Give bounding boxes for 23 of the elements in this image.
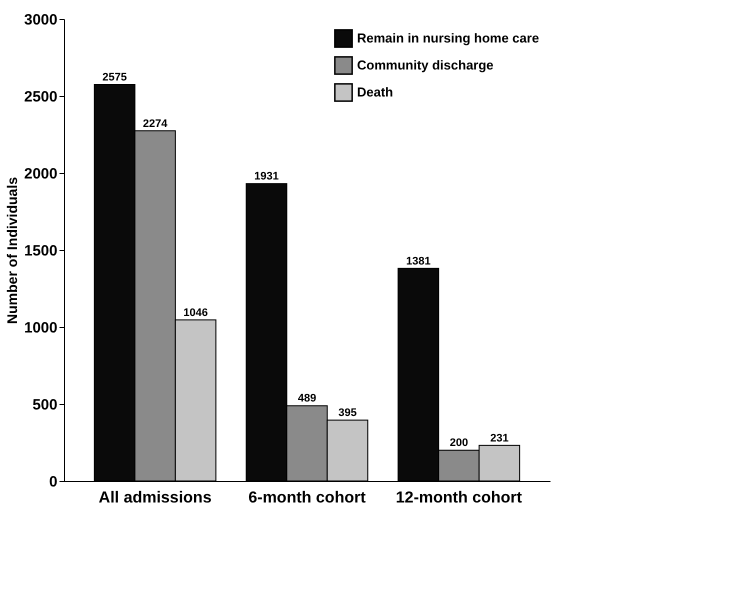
y-tick-label: 0 [49, 474, 58, 490]
data-label: 231 [490, 432, 509, 444]
y-tick-label: 2000 [24, 166, 58, 182]
y-axis-title: Number of Individuals [4, 176, 20, 324]
data-label: 200 [450, 437, 468, 450]
data-label: 1046 [183, 306, 208, 319]
data-label: 395 [338, 407, 357, 420]
data-label: 2575 [102, 71, 127, 84]
data-label: 1931 [254, 170, 279, 183]
legend-label: Remain in nursing home care [357, 30, 540, 46]
legend-label: Death [357, 84, 394, 100]
x-tick-label: 6-month cohort [248, 490, 366, 506]
y-tick-label: 2500 [24, 88, 58, 106]
y-tick-label: 3000 [24, 12, 58, 28]
y-tick-label: 500 [32, 396, 58, 414]
y-tick-label: 1500 [24, 242, 58, 260]
data-label: 2274 [142, 118, 168, 130]
x-tick-label: All admissions [98, 490, 212, 506]
y-tick-label: 1000 [24, 320, 58, 336]
x-tick-label: 12-month cohort [396, 490, 523, 506]
data-label: 1381 [406, 255, 431, 268]
legend-label: Community discharge [357, 58, 494, 72]
data-label: 489 [298, 392, 316, 405]
